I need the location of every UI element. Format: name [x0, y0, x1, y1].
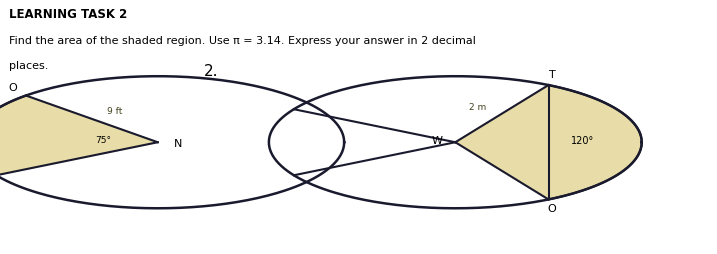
Text: Find the area of the shaded region. Use π = 3.14. Express your answer in 2 decim: Find the area of the shaded region. Use … — [9, 36, 475, 45]
Polygon shape — [455, 85, 642, 199]
Text: N: N — [174, 138, 182, 149]
Text: 2.: 2. — [204, 64, 219, 78]
Text: 2 m: 2 m — [469, 103, 486, 112]
Text: T: T — [549, 70, 556, 81]
Text: O: O — [9, 83, 17, 93]
Polygon shape — [0, 96, 158, 175]
Text: LEARNING TASK 2: LEARNING TASK 2 — [9, 8, 127, 21]
Text: 9 ft: 9 ft — [107, 107, 123, 116]
Text: places.: places. — [9, 61, 48, 71]
Text: W: W — [432, 136, 442, 146]
Text: 75°: 75° — [95, 136, 111, 145]
Text: O: O — [548, 204, 556, 214]
Text: 120°: 120° — [571, 136, 594, 146]
